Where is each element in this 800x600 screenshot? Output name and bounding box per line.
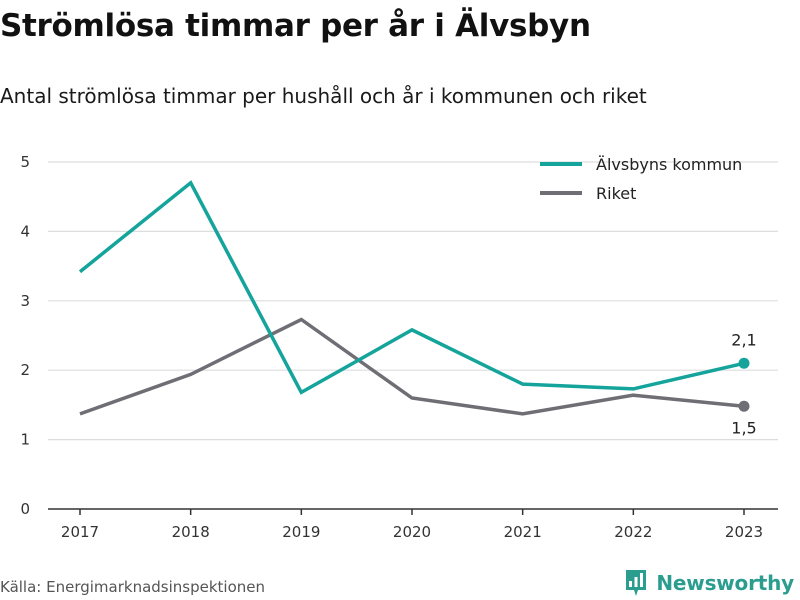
x-tick-label: 2023 bbox=[725, 523, 763, 541]
brand-name: Newsworthy bbox=[656, 571, 794, 595]
legend-label: Älvsbyns kommun bbox=[596, 155, 742, 174]
y-tick-label: 0 bbox=[20, 500, 30, 518]
series-end-marker bbox=[738, 400, 750, 412]
series-end-marker bbox=[738, 357, 750, 369]
series-line bbox=[78, 180, 745, 395]
x-tick-label: 2018 bbox=[172, 523, 210, 541]
x-tick-label: 2017 bbox=[61, 523, 99, 541]
x-tick-label: 2020 bbox=[393, 523, 431, 541]
data-label: 2,1 bbox=[731, 330, 756, 349]
source-note: Källa: Energimarknadsinspektionen bbox=[0, 578, 266, 596]
chart-subtitle: Antal strömlösa timmar per hushåll och å… bbox=[0, 84, 647, 108]
newsworthy-logo-icon bbox=[626, 570, 647, 596]
brand-logo: Newsworthy bbox=[624, 568, 794, 598]
y-tick-label: 1 bbox=[20, 431, 30, 449]
x-tick-label: 2019 bbox=[282, 523, 320, 541]
y-tick-label: 4 bbox=[20, 222, 30, 240]
y-tick-label: 2 bbox=[20, 361, 30, 379]
data-label: 1,5 bbox=[731, 418, 756, 437]
legend-label: Riket bbox=[596, 184, 636, 203]
y-tick-label: 5 bbox=[20, 153, 30, 171]
chart-title: Strömlösa timmar per år i Älvsbyn bbox=[0, 8, 591, 44]
x-tick-label: 2021 bbox=[504, 523, 542, 541]
y-tick-label: 3 bbox=[20, 292, 30, 310]
x-tick-label: 2022 bbox=[614, 523, 652, 541]
series-line bbox=[79, 317, 745, 416]
